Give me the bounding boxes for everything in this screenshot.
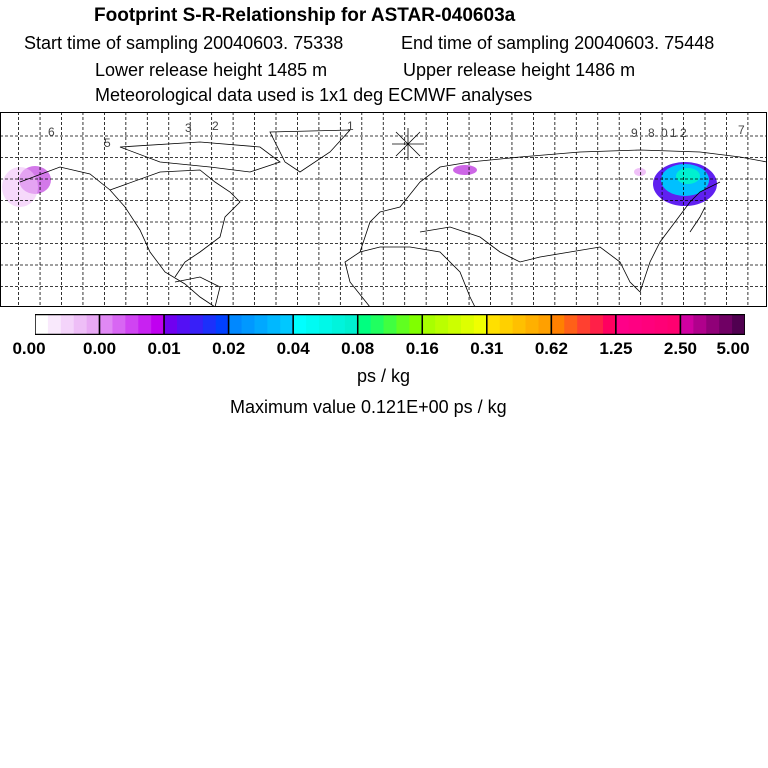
colorbar-band — [35, 314, 49, 335]
map-label: 1 — [347, 119, 354, 133]
colorbar-band — [525, 314, 539, 335]
colorbar-band — [538, 314, 552, 335]
colorbar-band — [461, 314, 475, 335]
colorbar-band — [499, 314, 514, 335]
colorbar-tick-label: 0.00 — [82, 339, 117, 358]
colorbar-band — [732, 314, 745, 335]
plume-alaska-faint — [2, 167, 38, 207]
maximum-value: Maximum value 0.121E+00 ps / kg — [230, 397, 507, 417]
map-label: 3 — [185, 121, 192, 135]
colorbar-band — [667, 314, 681, 335]
colorbar-band — [215, 314, 230, 335]
coastlines — [19, 129, 767, 307]
footprint-map: 6 5 3 2 1 9 8 0 1 2 7 — [0, 112, 767, 307]
map-label: 0 — [661, 126, 668, 140]
colorbar-band — [189, 314, 204, 335]
colorbar-tick-label: 2.50 — [663, 339, 697, 358]
colorbar-band — [254, 314, 268, 335]
start-time: Start time of sampling 20040603. 75338 — [24, 33, 344, 53]
colorbar-band — [267, 314, 281, 335]
colorbar-band — [486, 314, 501, 335]
colorbar-band — [448, 314, 462, 335]
colorbar-band — [577, 314, 591, 335]
colorbar-unit: ps / kg — [357, 366, 411, 386]
chart-title: Footprint S-R-Relationship for ASTAR-040… — [94, 5, 516, 26]
colorbar-tick-label: 0.16 — [405, 339, 439, 358]
colorbar-band — [202, 314, 217, 335]
colorbar-band — [680, 314, 694, 335]
colorbar-tick-label: 0.04 — [276, 339, 310, 358]
end-time: End time of sampling 20040603. 75448 — [401, 33, 715, 53]
colorbar-band — [512, 314, 527, 335]
lower-height: Lower release height 1485 m — [95, 60, 328, 80]
colorbar-band — [177, 314, 191, 335]
colorbar-band — [564, 314, 578, 335]
colorbar-band — [473, 314, 488, 335]
colorbar-band — [86, 314, 101, 335]
colorbar-band — [719, 314, 733, 335]
colorbar-band — [590, 314, 604, 335]
plume-siberia-core — [676, 168, 700, 184]
colorbar-tick-label: 0.08 — [341, 339, 375, 358]
map-label: 6 — [48, 125, 55, 139]
colorbar-band — [125, 314, 139, 335]
release-site-marker — [392, 128, 424, 160]
colorbar — [35, 314, 745, 335]
colorbar-band — [370, 314, 385, 335]
colorbar-band — [241, 314, 255, 335]
graticule — [0, 112, 767, 307]
met-data: Meteorological data used is 1x1 deg ECMW… — [95, 85, 533, 105]
colorbar-band — [409, 314, 423, 335]
colorbar-band — [138, 314, 152, 335]
colorbar-band — [654, 314, 669, 335]
colorbar-band — [551, 314, 565, 335]
colorbar-band — [435, 314, 449, 335]
colorbar-tick-label: 0.31 — [470, 339, 504, 358]
colorbar-band — [151, 314, 165, 335]
colorbar-band — [228, 314, 243, 335]
map-label: 1 — [670, 126, 677, 140]
plume-siberia-faint — [634, 168, 646, 176]
map-label: 8 — [648, 126, 655, 140]
colorbar-tick-label: 5.00 — [716, 339, 750, 358]
colorbar-band — [306, 314, 320, 335]
map-frame — [0, 112, 767, 307]
colorbar-band — [47, 314, 62, 335]
map-label: 5 — [104, 136, 111, 150]
map-label: 2 — [212, 119, 219, 133]
colorbar-band — [73, 314, 88, 335]
colorbar-band — [112, 314, 126, 335]
map-label: 9 — [631, 126, 638, 140]
colorbar-band — [319, 314, 333, 335]
colorbar-band — [628, 314, 643, 335]
colorbar-tick-label: 0.62 — [534, 339, 568, 358]
colorbar-tick-label: 0.02 — [212, 339, 246, 358]
map-label: 7 — [738, 123, 745, 137]
colorbar-band — [60, 314, 75, 335]
colorbar-band — [331, 314, 346, 335]
colorbar-band — [293, 314, 307, 335]
colorbar-band — [615, 314, 630, 335]
colorbar-band — [280, 314, 294, 335]
upper-height: Upper release height 1486 m — [403, 60, 636, 80]
colorbar-tick-label: 0.01 — [147, 339, 181, 358]
colorbar-band — [383, 314, 397, 335]
colorbar-band — [396, 314, 410, 335]
colorbar-band — [693, 314, 707, 335]
colorbar-band — [164, 314, 178, 335]
colorbar-tick-label: 0.00 — [12, 339, 46, 358]
colorbar-band — [357, 314, 372, 335]
colorbar-band — [641, 314, 656, 335]
colorbar-band — [422, 314, 436, 335]
colorbar-band — [603, 314, 617, 335]
colorbar-band — [99, 314, 113, 335]
colorbar-tick-label: 1.25 — [599, 339, 633, 358]
colorbar-band — [344, 314, 359, 335]
plume-barents — [453, 165, 477, 175]
map-label: 2 — [680, 126, 687, 140]
colorbar-band — [706, 314, 720, 335]
